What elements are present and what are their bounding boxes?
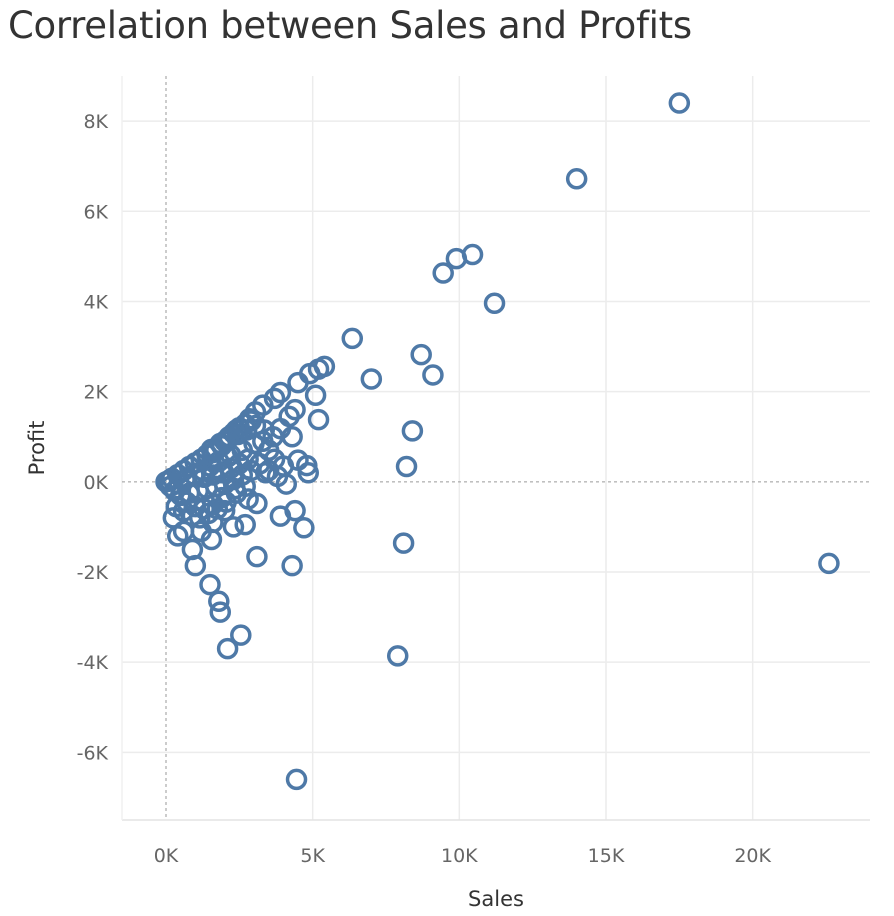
zero-reference-lines [122,76,870,820]
x-tick-label: 20K [734,845,771,867]
data-point [483,292,506,315]
data-point [199,573,221,596]
gridlines [121,76,870,821]
data-point [818,552,840,575]
chart-title: Correlation between Sales and Profits [8,4,692,47]
data-point [168,473,190,495]
data-point [565,168,588,190]
x-tick-label: 10K [441,845,478,867]
data-point [165,495,188,518]
data-point [216,637,239,660]
data-point [432,262,454,284]
x-axis-title: Sales [468,887,524,911]
x-tick-label: 5K [300,845,325,867]
data-point [445,247,468,270]
data-point [360,368,383,390]
y-tick-label: 2K [83,382,108,404]
data-point [269,381,292,404]
data-point [263,448,286,471]
data-point [287,371,309,394]
data-point [230,624,252,646]
y-tick-label: 4K [83,291,108,313]
y-axis-ticks: -6K -4K -2K 0K 2K 4K 6K 8K [77,111,109,764]
data-point [401,420,424,442]
data-point [386,645,409,667]
data-point [222,516,245,538]
data-point [284,499,306,522]
data-point [285,768,308,791]
data-point [208,590,230,613]
data-point [275,473,298,495]
data-point [668,92,691,114]
x-axis-ticks: 0K 5K 10K 15K 20K [154,845,772,867]
y-axis-title: Profit [25,421,49,476]
data-point [392,532,415,554]
y-tick-label: 8K [83,111,108,133]
y-tick-label: -2K [77,562,109,584]
data-point [410,343,432,366]
y-tick-label: -4K [77,652,109,674]
data-point [224,477,246,500]
y-tick-label: 6K [83,201,108,223]
data-point [307,408,330,431]
data-point [395,455,418,478]
data-point [246,545,268,568]
data-point [218,425,240,448]
data-point [422,364,444,386]
data-point [262,425,284,448]
data-point [237,488,259,510]
y-tick-label: 0K [83,472,108,494]
data-point [181,538,204,561]
data-point [297,462,320,484]
data-point [341,327,364,350]
x-tick-label: 0K [154,845,179,867]
data-point [281,554,303,577]
data-point [209,601,232,623]
x-tick-label: 15K [588,845,625,867]
data-points [155,92,840,791]
y-tick-label: -6K [77,742,109,764]
data-point [293,517,315,539]
data-point [234,475,256,498]
data-point [304,384,327,406]
data-point [234,513,256,536]
